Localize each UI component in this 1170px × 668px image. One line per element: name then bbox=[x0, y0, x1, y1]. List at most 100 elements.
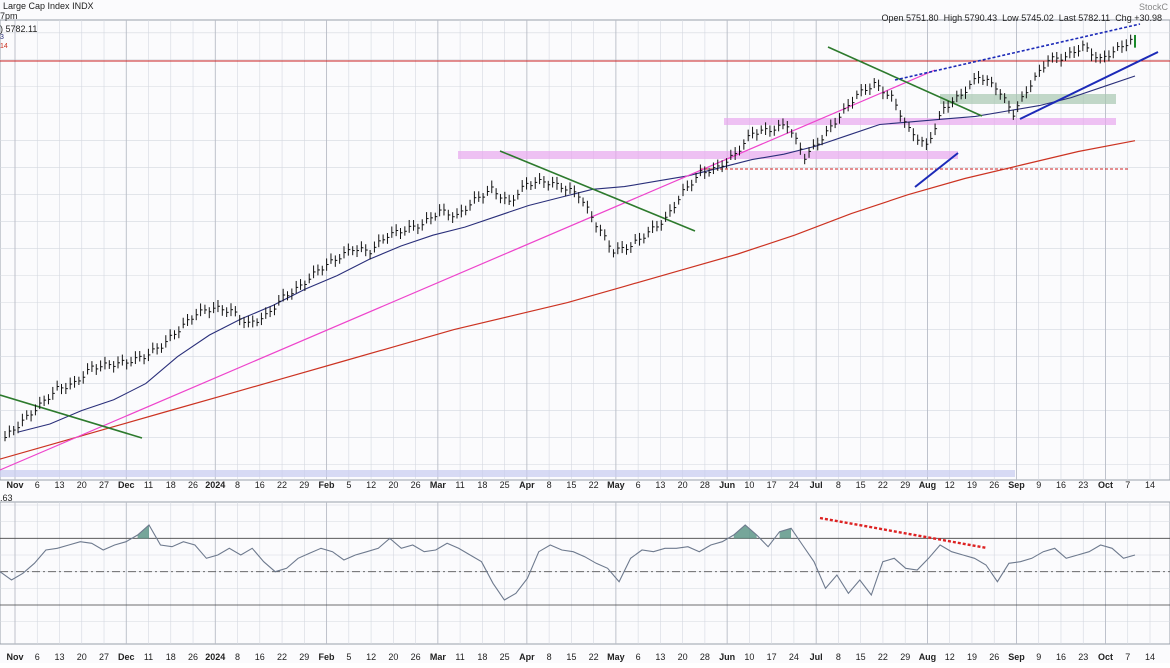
x-tick-label-lower: 25 bbox=[500, 652, 510, 662]
x-tick-label-lower: 6 bbox=[35, 652, 40, 662]
blue-trendline-short bbox=[914, 152, 959, 188]
ma-long-legend: 14 bbox=[0, 43, 8, 50]
x-tick-label: May bbox=[607, 480, 625, 490]
indicator-label: .63 bbox=[0, 493, 13, 503]
x-tick-label-lower: 7 bbox=[1125, 652, 1130, 662]
x-tick-label-lower: 20 bbox=[388, 652, 398, 662]
x-tick-label: 11 bbox=[455, 480, 464, 490]
x-tick-label: 26 bbox=[188, 480, 198, 490]
x-tick-label: Dec bbox=[118, 480, 135, 490]
green-trendline-1 bbox=[0, 394, 143, 439]
x-tick-label-lower: Apr bbox=[519, 652, 535, 662]
x-tick-label-lower: 22 bbox=[589, 652, 599, 662]
x-tick-label-lower: 24 bbox=[789, 652, 799, 662]
x-tick-label: 16 bbox=[1056, 480, 1066, 490]
x-tick-label: 18 bbox=[166, 480, 176, 490]
moving-averages bbox=[0, 75, 1136, 460]
x-tick-label-lower: 11 bbox=[455, 652, 464, 662]
x-tick-label: 6 bbox=[35, 480, 40, 490]
high-value: 5790.43 bbox=[964, 13, 998, 23]
x-tick-label: Oct bbox=[1098, 480, 1113, 490]
x-tick-label-lower: 16 bbox=[1056, 652, 1066, 662]
x-tick-label: 8 bbox=[235, 480, 240, 490]
x-tick-label: 8 bbox=[836, 480, 841, 490]
x-tick-label: 6 bbox=[636, 480, 641, 490]
x-tick-label-lower: May bbox=[607, 652, 625, 662]
x-tick-label-lower: 15 bbox=[856, 652, 866, 662]
overbought-fill bbox=[779, 528, 792, 539]
x-tick-label: 20 bbox=[678, 480, 688, 490]
x-tick-label-lower: 9 bbox=[1036, 652, 1041, 662]
x-tick-label-lower: Mar bbox=[430, 652, 447, 662]
indicator-panel bbox=[0, 516, 1170, 606]
low-label: Low bbox=[1002, 13, 1019, 23]
x-tick-label-lower: 20 bbox=[678, 652, 688, 662]
index-title-text: Large Cap Index bbox=[3, 1, 70, 11]
x-tick-label-lower: 18 bbox=[477, 652, 487, 662]
x-tick-label: 15 bbox=[566, 480, 576, 490]
x-tick-label-lower: 29 bbox=[299, 652, 309, 662]
x-tick-label: 18 bbox=[477, 480, 487, 490]
x-tick-label: 12 bbox=[366, 480, 376, 490]
x-tick-label-lower: Sep bbox=[1008, 652, 1025, 662]
x-tick-label-lower: 13 bbox=[655, 652, 665, 662]
x-tick-label: Apr bbox=[519, 480, 535, 490]
x-tick-label-lower: 19 bbox=[967, 652, 977, 662]
x-tick-label: 14 bbox=[1145, 480, 1155, 490]
x-tick-label: 13 bbox=[655, 480, 665, 490]
x-tick-label: 12 bbox=[945, 480, 955, 490]
x-tick-label-lower: 20 bbox=[77, 652, 87, 662]
ma-50-line bbox=[17, 75, 1136, 433]
x-tick-label-lower: 10 bbox=[744, 652, 754, 662]
x-tick-label: 15 bbox=[856, 480, 866, 490]
x-tick-label: 25 bbox=[500, 480, 510, 490]
x-tick-label: 23 bbox=[1078, 480, 1088, 490]
x-tick-label: Jun bbox=[719, 480, 735, 490]
x-axis: Nov Nov 6 6 13 13 20 20 27 27 Dec Dec 11 11 18 18 26 26 20… bbox=[6, 480, 1155, 662]
bottom-blue-zone bbox=[0, 470, 1015, 477]
green-zone bbox=[940, 94, 1116, 104]
x-tick-label: 22 bbox=[277, 480, 287, 490]
ma-short-legend: 3 bbox=[0, 34, 4, 41]
x-tick-label-lower: 8 bbox=[836, 652, 841, 662]
x-tick-label-lower: 5 bbox=[346, 652, 351, 662]
x-tick-label: 13 bbox=[55, 480, 65, 490]
x-tick-label: 8 bbox=[547, 480, 552, 490]
x-tick-label: 27 bbox=[99, 480, 109, 490]
x-tick-label-lower: 14 bbox=[1145, 652, 1155, 662]
x-tick-label-lower: 11 bbox=[144, 652, 153, 662]
x-tick-label: 9 bbox=[1036, 480, 1041, 490]
x-tick-label-lower: 12 bbox=[945, 652, 955, 662]
x-tick-label-lower: Jun bbox=[719, 652, 735, 662]
x-tick-label: 17 bbox=[767, 480, 777, 490]
x-tick-label-lower: 29 bbox=[900, 652, 910, 662]
green-trendline-2 bbox=[499, 150, 696, 232]
x-tick-label-lower: 26 bbox=[989, 652, 999, 662]
chg-label: Chg bbox=[1115, 13, 1132, 23]
x-tick-label: 19 bbox=[967, 480, 977, 490]
x-tick-label-lower: 18 bbox=[166, 652, 176, 662]
x-tick-label-lower: 13 bbox=[55, 652, 65, 662]
x-tick-label-lower: 27 bbox=[99, 652, 109, 662]
x-tick-label-lower: 16 bbox=[255, 652, 265, 662]
x-tick-label-lower: Jul bbox=[810, 652, 823, 662]
open-value: 5751.80 bbox=[906, 13, 939, 23]
open-label: Open bbox=[881, 13, 904, 23]
x-tick-label-lower: Dec bbox=[118, 652, 135, 662]
x-tick-label: 16 bbox=[255, 480, 265, 490]
x-tick-label: 2024 bbox=[205, 480, 225, 490]
divergence-line bbox=[819, 516, 988, 550]
x-tick-label-lower: 28 bbox=[700, 652, 710, 662]
x-tick-label: 20 bbox=[77, 480, 87, 490]
low-value: 5745.02 bbox=[1021, 13, 1054, 23]
indicator-panel-frame bbox=[0, 501, 1170, 645]
x-tick-label-lower: 8 bbox=[235, 652, 240, 662]
trend-lines bbox=[0, 23, 1159, 471]
price-bars bbox=[4, 34, 1136, 442]
x-tick-label-lower: 17 bbox=[767, 652, 777, 662]
x-tick-label-lower: 8 bbox=[547, 652, 552, 662]
x-tick-label: 11 bbox=[144, 480, 153, 490]
x-tick-label-lower: Oct bbox=[1098, 652, 1113, 662]
